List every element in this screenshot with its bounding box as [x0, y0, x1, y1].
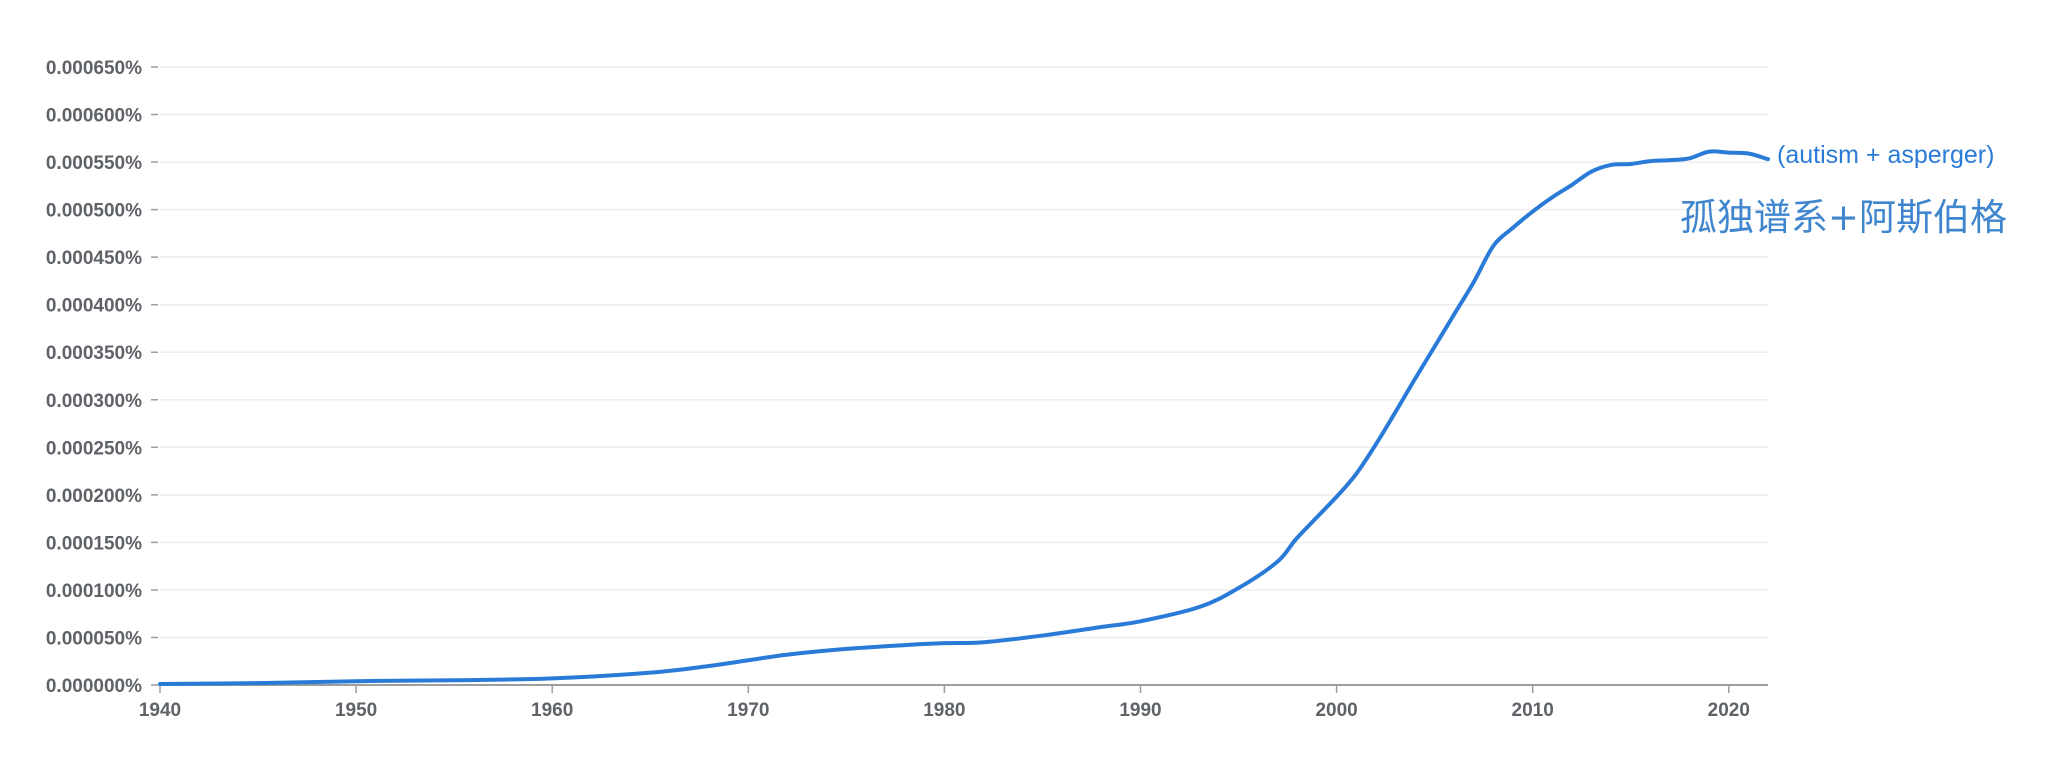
y-tick-label: 0.000350% [46, 343, 142, 364]
y-axis: 0.000000% 0.000050% 0.000100% 0.000150% 0.00… [46, 58, 158, 697]
x-tick-label: 1970 [727, 700, 769, 721]
y-tick-label: 0.000050% [46, 628, 142, 649]
y-tick-label: 0.000500% [46, 201, 142, 222]
x-tick-label: 1960 [531, 700, 573, 721]
chinese-annotation: 孤独谱系+阿斯伯格 [1680, 196, 2007, 239]
y-tick-label: 0.000400% [46, 296, 142, 317]
y-tick-label: 0.000650% [46, 58, 142, 79]
y-tick-label: 0.000000% [46, 676, 142, 697]
gridlines [160, 66, 1768, 639]
y-tick-label: 0.000550% [46, 153, 142, 174]
series-label: (autism + asperger) [1777, 141, 1994, 169]
y-tick-label: 0.000250% [46, 438, 142, 459]
series-line [158, 149, 1770, 687]
y-tick-label: 0.000300% [46, 391, 142, 412]
y-tick-label: 0.000100% [46, 581, 142, 602]
x-tick-label: 1980 [923, 700, 965, 721]
x-tick-label: 2000 [1315, 700, 1357, 721]
x-axis: 1940 1950 1960 1970 1980 1990 2000 2010 2020 [139, 684, 1768, 721]
y-tick-label: 0.000450% [46, 248, 142, 269]
x-tick-label: 1950 [335, 700, 377, 721]
y-tick-label: 0.000150% [46, 533, 142, 554]
y-tick-label: 0.000600% [46, 106, 142, 127]
x-tick-label: 1990 [1119, 700, 1161, 721]
x-tick-label: 1940 [139, 700, 181, 721]
y-tick-label: 0.000200% [46, 486, 142, 507]
series-layer [158, 149, 1770, 687]
x-tick-label: 2020 [1708, 700, 1750, 721]
x-tick-label: 2010 [1512, 700, 1554, 721]
